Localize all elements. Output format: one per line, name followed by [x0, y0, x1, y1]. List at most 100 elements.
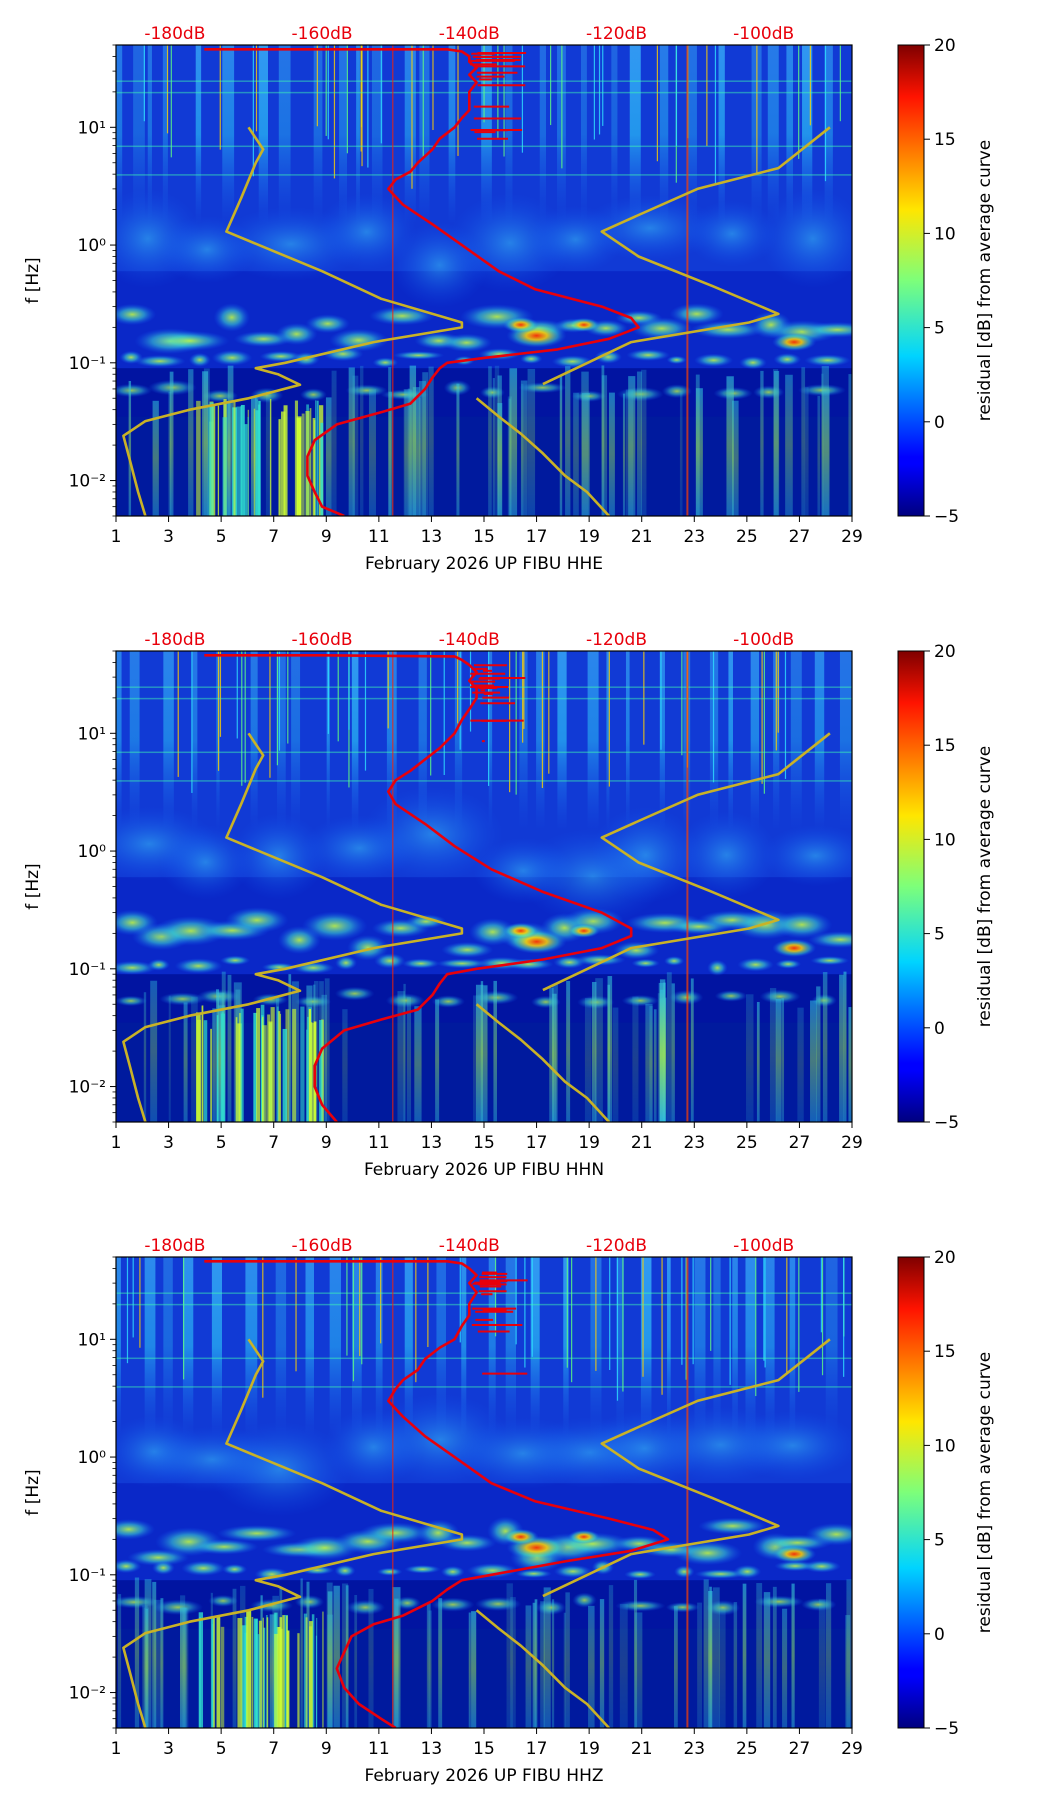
x-tick-label: 9: [321, 1739, 332, 1759]
x-tick-label: 1: [111, 1739, 122, 1759]
x-tick-label: 17: [526, 1739, 548, 1759]
noise-model-high-curve: [542, 126, 831, 386]
y-tick-label: 10⁰: [78, 1448, 107, 1468]
average-psd-curve: [204, 1260, 670, 1728]
colorbar-tick-label: −5: [934, 1719, 959, 1739]
spectrogram-panel-hhz: 1 3 5 7 9 11 13 15 17 19 21 23 25 27 2910⁻²10⁻¹10⁰10¹-…: [23, 1236, 995, 1786]
colorbar-title: residual [dB] from average curve: [975, 746, 995, 1027]
x-tick-label: 21: [631, 527, 653, 547]
noise-model-right-curve: [475, 397, 611, 516]
db-scale-label: -160dB: [292, 1236, 353, 1256]
colorbar-tick-label: 10: [934, 1436, 956, 1456]
x-axis-title: February 2026 UP FIBU HHZ: [364, 1766, 603, 1786]
y-tick-label: 10¹: [78, 724, 106, 744]
x-axis-title: February 2026 UP FIBU HHN: [364, 1160, 604, 1180]
x-tick-label: 19: [578, 527, 600, 547]
average-psd-curve: [204, 48, 640, 516]
y-tick-label: 10¹: [78, 1330, 106, 1350]
x-tick-label: 15: [473, 1133, 495, 1153]
spectrogram-image: [116, 45, 852, 516]
y-tick-label: 10¹: [78, 118, 106, 138]
x-tick-label: 21: [631, 1739, 653, 1759]
db-scale-label: -120dB: [586, 630, 647, 650]
y-tick-label: 10⁻¹: [69, 1566, 106, 1586]
colorbar-tick-label: 15: [934, 1342, 956, 1362]
x-tick-label: 27: [789, 1133, 811, 1153]
x-tick-label: 17: [526, 1133, 548, 1153]
colorbar-tick-label: −5: [934, 507, 959, 527]
db-scale-label: -100dB: [733, 24, 794, 44]
noise-model-low-curve: [122, 1338, 464, 1728]
x-tick-label: 17: [526, 527, 548, 547]
colorbar-tick-label: 5: [934, 925, 945, 945]
x-tick-label: 9: [321, 1133, 332, 1153]
y-tick-label: 10⁻²: [69, 472, 106, 492]
colorbar-title: residual [dB] from average curve: [975, 1352, 995, 1633]
spectrogram-image: [116, 1257, 852, 1728]
x-tick-label: 23: [683, 527, 705, 547]
colorbar-title: residual [dB] from average curve: [975, 140, 995, 421]
y-tick-label: 10⁻²: [69, 1684, 106, 1704]
noise-model-high-curve: [542, 1338, 831, 1598]
x-tick-label: 15: [473, 527, 495, 547]
x-tick-label: 11: [368, 1739, 390, 1759]
colorbar-tick-label: 15: [934, 130, 956, 150]
db-scale-label: -140dB: [439, 630, 500, 650]
x-tick-label: 19: [578, 1133, 600, 1153]
spectrogram-panel-hhn: 1 3 5 7 9 11 13 15 17 19 21 23 25 27 2910⁻²10⁻¹10⁰10¹-…: [23, 630, 995, 1180]
x-tick-label: 1: [111, 1133, 122, 1153]
x-tick-label: 27: [789, 527, 811, 547]
x-tick-label: 15: [473, 1739, 495, 1759]
average-psd-curve: [204, 654, 633, 1122]
db-scale-label: -100dB: [733, 630, 794, 650]
y-axis-title: f [Hz]: [23, 257, 43, 303]
x-tick-label: 13: [421, 527, 443, 547]
colorbar-tick-label: 0: [934, 1625, 945, 1645]
x-tick-label: 19: [578, 1739, 600, 1759]
x-tick-label: 25: [736, 527, 758, 547]
db-scale-label: -160dB: [292, 630, 353, 650]
x-tick-label: 25: [736, 1133, 758, 1153]
x-axis-title: February 2026 UP FIBU HHE: [365, 554, 603, 574]
x-tick-label: 29: [841, 1133, 863, 1153]
db-scale-label: -160dB: [292, 24, 353, 44]
x-tick-label: 5: [216, 527, 227, 547]
colorbar-tick-label: 20: [934, 36, 956, 56]
x-tick-label: 9: [321, 527, 332, 547]
colorbar-tick-label: 5: [934, 319, 945, 339]
noise-model-right-curve: [475, 1003, 611, 1122]
x-tick-label: 27: [789, 1739, 811, 1759]
y-tick-label: 10⁻²: [69, 1078, 106, 1098]
colorbar-tick-label: 15: [934, 736, 956, 756]
colorbar-tick-label: 10: [934, 830, 956, 850]
x-tick-label: 5: [216, 1739, 227, 1759]
noise-model-low-curve: [122, 126, 464, 516]
y-tick-label: 10⁻¹: [69, 354, 106, 374]
db-scale-label: -120dB: [586, 1236, 647, 1256]
colorbar-tick-label: 10: [934, 224, 956, 244]
x-tick-label: 5: [216, 1133, 227, 1153]
db-scale-label: -140dB: [439, 24, 500, 44]
x-tick-label: 7: [268, 1739, 279, 1759]
colorbar-tick-label: 0: [934, 1019, 945, 1039]
noise-model-low-curve: [122, 732, 464, 1122]
noise-model-right-curve: [475, 1609, 611, 1728]
x-tick-label: 21: [631, 1133, 653, 1153]
spectrogram-image: [116, 651, 852, 1122]
db-scale-label: -120dB: [586, 24, 647, 44]
x-tick-label: 23: [683, 1133, 705, 1153]
colorbar-tick-label: 20: [934, 1248, 956, 1268]
x-tick-label: 23: [683, 1739, 705, 1759]
db-scale-label: -140dB: [439, 1236, 500, 1256]
x-tick-label: 11: [368, 1133, 390, 1153]
colorbar: [897, 44, 925, 517]
y-tick-label: 10⁻¹: [69, 960, 106, 980]
colorbar-tick-label: −5: [934, 1113, 959, 1133]
x-tick-label: 3: [163, 1133, 174, 1153]
y-axis-title: f [Hz]: [23, 863, 43, 909]
y-axis-title: f [Hz]: [23, 1469, 43, 1515]
x-tick-label: 29: [841, 1739, 863, 1759]
x-tick-label: 3: [163, 1739, 174, 1759]
